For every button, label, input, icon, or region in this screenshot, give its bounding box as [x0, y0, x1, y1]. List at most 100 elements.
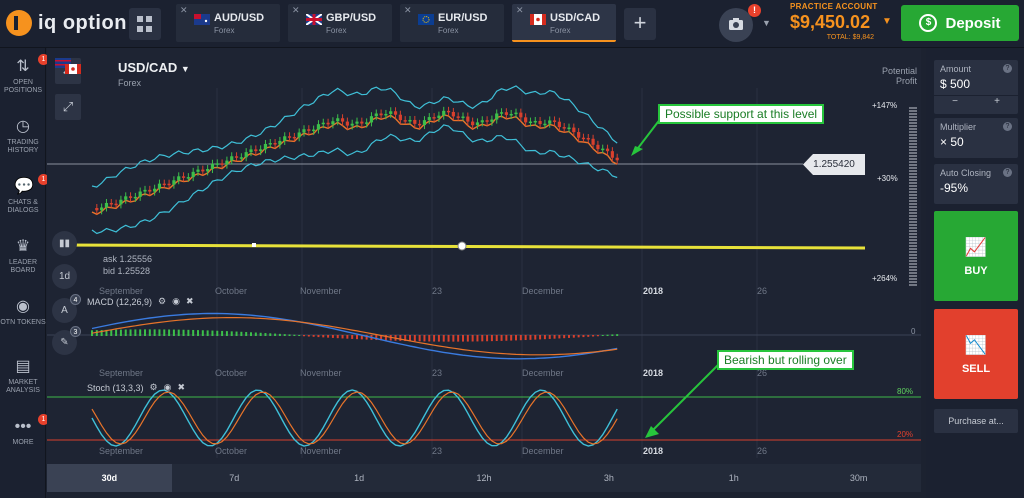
camera-icon[interactable]: [719, 8, 753, 42]
asset-selector[interactable]: USD/CAD ▼: [118, 60, 190, 75]
macd-histogram-bar: [322, 335, 325, 338]
sidebar-item-more[interactable]: ••• 1 MORE: [0, 414, 49, 447]
otn-tokens-icon: ◉: [16, 298, 30, 315]
tab-aud-usd[interactable]: ✕ AUD/USD Forex: [176, 4, 280, 42]
candle-body: [331, 121, 335, 125]
sidebar-item-trading-history[interactable]: ◷ TRADING HISTORY: [0, 118, 46, 155]
candle-body: [524, 117, 528, 123]
auto-closing-field[interactable]: Auto Closing ? -95%: [934, 164, 1018, 204]
macd-histogram-bar: [596, 335, 599, 337]
eye-icon[interactable]: ◉: [163, 382, 172, 392]
gear-icon[interactable]: ⚙: [149, 382, 158, 392]
macd-histogram-bar: [418, 335, 421, 342]
drawing-tools-button[interactable]: ✎ 3: [52, 326, 81, 355]
add-tab-button[interactable]: +: [624, 8, 656, 40]
stoch-d-line: [91, 391, 618, 445]
deposit-button[interactable]: $ Deposit: [901, 5, 1019, 41]
sidebar-item-label: LEADER BOARD: [8, 259, 37, 274]
increment-button[interactable]: +: [994, 96, 1000, 107]
x-axis-label: December: [522, 286, 564, 296]
chart-area[interactable]: ✕ USD/CAD ▼ Forex ⤢ Potential Profit Pos…: [47, 48, 921, 464]
candle-body: [456, 116, 460, 118]
price-chart-canvas[interactable]: [47, 48, 921, 464]
chart-type-button[interactable]: ▮▮: [52, 231, 77, 256]
timeframe-1h[interactable]: 1h: [728, 473, 739, 483]
candle-body: [124, 196, 128, 200]
sidebar-item-otn-tokens[interactable]: ◉ OTN TOKENS: [0, 298, 46, 327]
assets-grid-button[interactable]: [129, 8, 161, 40]
multiplier-value[interactable]: × 50: [940, 135, 964, 149]
candle-body: [509, 113, 513, 116]
help-icon[interactable]: ?: [1003, 64, 1012, 73]
notification-badge: 1: [38, 54, 49, 65]
help-icon[interactable]: ?: [1003, 122, 1012, 131]
close-icon[interactable]: ✕: [404, 5, 412, 15]
sidebar-item-chats[interactable]: 💬 1 CHATS & DIALOGS: [0, 174, 49, 215]
sidebar-item-open-positions[interactable]: ⇅ 1 OPEN POSITIONS: [0, 54, 49, 95]
amount-value[interactable]: $ 500: [940, 77, 971, 91]
macd-zero-label: 0: [911, 327, 916, 336]
multiplier-field[interactable]: Multiplier ? × 50: [934, 118, 1018, 158]
candle-body: [548, 120, 552, 124]
sidebar-item-label: MARKET ANALYSIS: [6, 379, 40, 394]
timeframe-7d[interactable]: 7d: [229, 473, 240, 483]
auto-closing-value[interactable]: -95%: [940, 181, 969, 195]
macd-histogram-bar: [601, 334, 604, 336]
close-icon[interactable]: ✕: [292, 5, 300, 15]
timeframe-1d[interactable]: 1d: [354, 473, 365, 483]
sell-button[interactable]: 📉 SELL: [934, 309, 1018, 399]
timeframe-30d[interactable]: 30d: [47, 464, 172, 492]
chevron-down-icon[interactable]: ▼: [882, 16, 892, 27]
candle-body: [186, 177, 190, 179]
timeframe-12h[interactable]: 12h: [476, 473, 492, 483]
eye-icon[interactable]: ◉: [172, 296, 180, 306]
macd-histogram-bar: [259, 332, 262, 336]
chart-up-icon: 📈: [964, 237, 988, 257]
tab-gbp-usd[interactable]: ✕ GBP/USD Forex: [288, 4, 392, 42]
candle-body: [379, 113, 383, 116]
close-icon[interactable]: ✖: [185, 296, 194, 306]
timeframe-30m[interactable]: 30m: [849, 473, 868, 483]
tab-eur-usd[interactable]: ✕ EUR/USD Forex: [400, 4, 504, 42]
sidebar-item-leaderboard[interactable]: ♛ LEADER BOARD: [0, 238, 46, 275]
gear-icon[interactable]: ⚙: [158, 296, 167, 306]
logo[interactable]: iq option: [6, 10, 127, 36]
drawing-count-badge: 3: [70, 326, 81, 337]
macd-histogram-bar: [235, 331, 238, 336]
tab-pair-label: EUR/USD: [438, 12, 488, 24]
expand-icon[interactable]: ⤢: [55, 94, 81, 120]
x-axis-label: December: [522, 368, 564, 378]
macd-histogram-bar: [515, 335, 517, 341]
close-icon[interactable]: ✕: [516, 5, 524, 15]
help-icon[interactable]: ?: [1003, 168, 1012, 177]
sidebar-item-label: CHATS & DIALOGS: [7, 199, 39, 214]
buy-button[interactable]: 📈 BUY: [934, 211, 1018, 301]
decrement-button[interactable]: −: [952, 96, 958, 107]
macd-histogram-bar: [341, 335, 344, 339]
purchase-at-button[interactable]: Purchase at...: [934, 409, 1018, 433]
close-icon[interactable]: ✕: [180, 5, 188, 15]
macd-line: [91, 312, 618, 360]
candle-body: [572, 127, 576, 133]
candle-body: [514, 112, 518, 115]
candle-body: [519, 112, 523, 118]
multiplier-label: Multiplier: [940, 122, 977, 132]
top-bar: iq option ✕ AUD/USD Forex ✕ GBP/USD Fore…: [0, 0, 1024, 48]
account-selector[interactable]: PRACTICE ACCOUNT $9,450.02 TOTAL: $9,842: [790, 2, 894, 41]
candle-body: [249, 149, 253, 153]
interval-button[interactable]: 1d: [52, 264, 77, 289]
amount-field[interactable]: Amount ? $ 500 − +: [934, 60, 1018, 114]
macd-histogram-bar: [254, 332, 257, 336]
chart-type-icon: ▮▮: [58, 238, 70, 249]
close-icon[interactable]: ✖: [177, 382, 186, 392]
indicators-count-badge: 4: [70, 294, 81, 305]
timeframe-3h[interactable]: 3h: [603, 473, 614, 483]
tab-usd-cad[interactable]: ✕ USD/CAD Forex: [512, 4, 616, 42]
macd-histogram-bar: [375, 335, 378, 341]
macd-histogram-bar: [404, 335, 407, 342]
sidebar-item-market-analysis[interactable]: ▤ MARKET ANALYSIS: [0, 358, 46, 395]
chevron-down-icon[interactable]: ▼: [762, 18, 771, 28]
bid-price: bid 1.25528: [103, 266, 151, 276]
macd-histogram-bar: [129, 329, 132, 336]
